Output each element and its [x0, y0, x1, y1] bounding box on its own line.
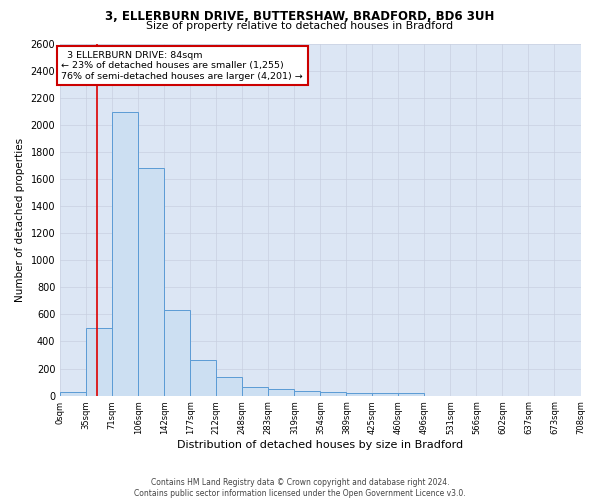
X-axis label: Distribution of detached houses by size in Bradford: Distribution of detached houses by size …: [177, 440, 463, 450]
Bar: [398, 393, 424, 396]
Bar: [268, 389, 295, 396]
Bar: [373, 393, 398, 396]
Bar: [242, 387, 268, 396]
Y-axis label: Number of detached properties: Number of detached properties: [15, 138, 25, 302]
Bar: [164, 310, 190, 396]
Bar: [60, 392, 86, 396]
Bar: [86, 328, 112, 396]
Text: Contains HM Land Registry data © Crown copyright and database right 2024.
Contai: Contains HM Land Registry data © Crown c…: [134, 478, 466, 498]
Bar: [320, 392, 346, 396]
Bar: [295, 391, 320, 396]
Bar: [190, 360, 216, 396]
Text: Size of property relative to detached houses in Bradford: Size of property relative to detached ho…: [146, 21, 454, 31]
Text: 3, ELLERBURN DRIVE, BUTTERSHAW, BRADFORD, BD6 3UH: 3, ELLERBURN DRIVE, BUTTERSHAW, BRADFORD…: [106, 10, 494, 23]
Text: 3 ELLERBURN DRIVE: 84sqm
← 23% of detached houses are smaller (1,255)
76% of sem: 3 ELLERBURN DRIVE: 84sqm ← 23% of detach…: [61, 51, 303, 80]
Bar: [216, 376, 242, 396]
Bar: [138, 168, 164, 396]
Bar: [346, 393, 373, 396]
Bar: [112, 112, 138, 396]
